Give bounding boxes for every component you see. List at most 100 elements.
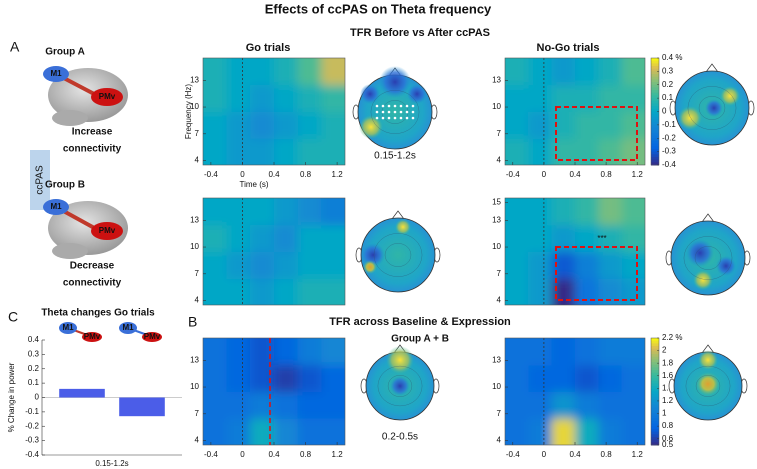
topo-contour	[387, 375, 413, 397]
region-label: PMv	[99, 226, 116, 235]
heatmap-cell	[575, 391, 599, 419]
x-tick-label: 0.8	[300, 170, 312, 179]
colorbar-step	[651, 135, 659, 139]
heatmap-cell	[226, 138, 251, 165]
heatmap-cell	[250, 138, 275, 165]
colorbar-step	[651, 146, 659, 150]
colorbar-step	[651, 119, 659, 123]
y-tick-label: 10	[190, 382, 199, 391]
heatmap	[203, 198, 345, 305]
heatmap-cell	[575, 224, 599, 252]
colorbar-label: 0.2	[662, 80, 674, 89]
heatmap-cell	[321, 338, 345, 366]
heatmap-cell	[621, 138, 645, 165]
topo-nose	[705, 63, 719, 73]
heatmap-cell	[528, 224, 553, 252]
topography	[668, 344, 748, 421]
heatmap-cell	[551, 364, 576, 392]
topo-contour	[694, 246, 722, 270]
x-tick-label: 0.8	[601, 450, 613, 459]
heatmap-cell	[575, 278, 599, 305]
colorbar-step	[651, 127, 659, 131]
y-axis-label: % Change in power	[7, 362, 16, 432]
colorbar-step	[651, 383, 659, 387]
effect-label: Decrease	[70, 261, 115, 272]
topo-blob	[360, 84, 380, 104]
heatmap-cell	[551, 224, 576, 252]
heatmap-cell	[621, 84, 645, 112]
y-tick-label: 13	[492, 355, 501, 364]
y-tick-label: 10	[190, 102, 199, 111]
heatmap-cell	[621, 224, 645, 252]
heatmap-cell	[528, 251, 553, 279]
colorbar-step	[651, 95, 659, 99]
group-label: Group B	[45, 180, 85, 191]
y-tick-label: 13	[190, 215, 199, 224]
roi-box	[555, 106, 638, 161]
colorbar-step	[651, 154, 659, 158]
x-tick-label: 0.4	[569, 170, 581, 179]
colorbar-step	[651, 116, 659, 121]
heatmap-cell	[274, 391, 299, 419]
heatmap-cell	[575, 198, 599, 226]
colorbar-frame	[650, 337, 660, 446]
heatmap-cell	[598, 224, 623, 252]
panel-subheading: Group A + B	[391, 334, 449, 345]
condition-label: ccPAS	[35, 165, 46, 195]
x-tick-label: 1.2	[632, 170, 644, 179]
heatmap-cell	[321, 251, 345, 279]
electrode	[387, 110, 391, 114]
heatmap-cell	[274, 198, 299, 226]
colorbar-step	[651, 354, 659, 358]
colorbar-step	[651, 396, 659, 401]
condition-box	[30, 150, 50, 210]
heatmap-cell	[203, 338, 228, 366]
heatmap-cell	[203, 391, 228, 419]
heatmap-cell	[250, 198, 275, 226]
colorbar-step	[651, 367, 659, 371]
colorbar-step	[651, 58, 659, 62]
colorbar-step	[651, 92, 659, 96]
x-tick-label: -0.4	[204, 450, 218, 459]
colorbar-step	[651, 82, 659, 86]
colorbar-step	[651, 386, 659, 390]
figure-title: Effects of ccPAS on Theta frequency	[265, 1, 492, 16]
heatmap-cell	[321, 84, 345, 112]
heatmap-cell	[297, 138, 322, 165]
brain-group-a	[43, 66, 128, 126]
region-label: PMv	[99, 92, 116, 101]
heatmap-cell	[250, 58, 275, 86]
heatmap-cell	[297, 224, 322, 252]
heatmap-cell	[297, 338, 322, 366]
heatmap-cell	[575, 84, 599, 112]
colorbar-step	[651, 340, 659, 344]
topo-contour	[373, 233, 423, 277]
colorbar-step	[651, 143, 659, 147]
heatmap	[203, 338, 345, 445]
icon-m1	[119, 322, 137, 334]
colorbar-label: 0.1	[662, 93, 674, 102]
topo-blob	[390, 376, 410, 396]
y-tick-label: 7	[497, 269, 502, 278]
colorbar-label: -0.1	[662, 120, 676, 129]
colorbar-label: 0.5	[662, 440, 674, 449]
colorbar-step	[651, 148, 659, 153]
x-tick-label: 0.4	[268, 170, 280, 179]
y-tick-label: 4	[195, 156, 200, 165]
topography	[355, 210, 441, 293]
heatmap-cell	[226, 391, 251, 419]
colorbar-step	[651, 442, 659, 446]
electrode	[411, 104, 415, 108]
colorbar-step	[651, 380, 659, 384]
brain-group-b	[43, 199, 128, 259]
heatmap-cell	[505, 138, 529, 165]
effect-label: connectivity	[63, 144, 122, 155]
y-tick-label: 10	[492, 242, 501, 251]
effect-label: Increase	[72, 127, 113, 138]
heatmap-cell	[528, 58, 553, 86]
heatmap-cell	[551, 84, 576, 112]
topo-contour	[698, 96, 726, 120]
topo-blob	[379, 66, 411, 98]
